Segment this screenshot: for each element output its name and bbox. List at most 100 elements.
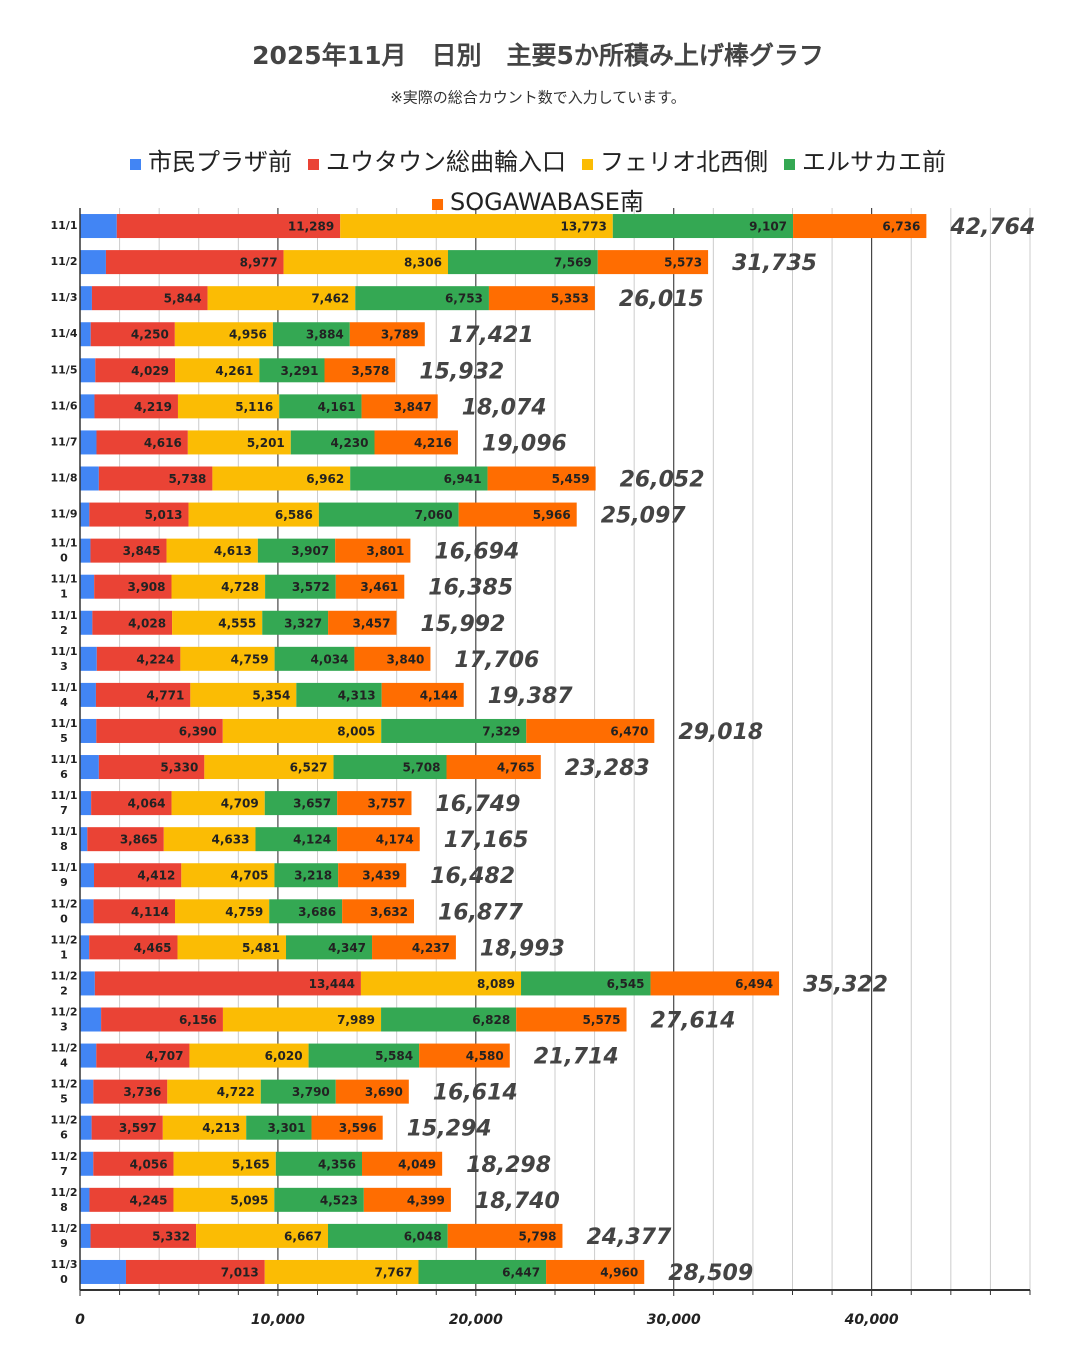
data-label: 4,412 — [137, 869, 175, 883]
bar-segment — [80, 1007, 102, 1032]
data-label: 6,470 — [610, 724, 648, 738]
bar-segment — [80, 1043, 97, 1068]
total-label: 18,298 — [466, 1153, 551, 1178]
legend-label: エルサカエ前 — [802, 148, 946, 176]
y-tick-label: 11/1 2 — [51, 609, 78, 637]
bar-segment — [80, 250, 106, 275]
bar-segment — [90, 538, 167, 563]
bar-segment — [80, 1079, 94, 1104]
bar-segment — [262, 610, 329, 635]
bar-segment — [80, 791, 92, 816]
bar-segment — [89, 935, 178, 960]
y-tick-label: 11/4 — [51, 327, 78, 340]
total-label: 26,052 — [620, 468, 705, 493]
y-tick-label: 11/3 0 — [51, 1258, 78, 1286]
bar-segment — [279, 394, 362, 419]
bar-segment — [92, 610, 173, 635]
data-label: 4,633 — [212, 833, 250, 847]
bar-segment — [80, 502, 90, 527]
total-label: 16,614 — [433, 1081, 518, 1106]
legend-swatch — [582, 159, 593, 170]
data-label: 4,465 — [134, 941, 172, 955]
bar-segment — [80, 1223, 91, 1248]
data-label: 4,034 — [310, 652, 348, 666]
y-tick-label: 11/3 — [51, 291, 78, 304]
bar-segment — [340, 214, 613, 239]
bar-segment — [793, 214, 927, 239]
data-label: 4,237 — [412, 941, 450, 955]
bar-segment — [188, 502, 319, 527]
data-label: 6,494 — [735, 977, 773, 991]
chart-subtitle: ※実際の総合カウント数で入力しています。 — [390, 89, 686, 107]
bar-segment — [338, 863, 407, 888]
bar-segment — [177, 394, 280, 419]
y-tick-label: 11/2 6 — [51, 1114, 78, 1142]
bar-segment — [311, 1115, 383, 1140]
total-label: 18,993 — [480, 936, 565, 961]
chart-title: 2025年11月 日別 主要5か所積み上げ棒グラフ — [252, 41, 824, 70]
bar-segment — [80, 755, 99, 780]
data-label: 4,174 — [376, 833, 414, 847]
data-label: 4,356 — [318, 1157, 356, 1171]
data-label: 4,759 — [231, 652, 269, 666]
bar-segment — [93, 899, 175, 924]
y-tick-label: 11/1 5 — [51, 717, 78, 745]
data-label: 4,219 — [134, 400, 172, 414]
data-label: 4,216 — [414, 436, 452, 450]
bar-segment — [98, 466, 213, 491]
bar-segment — [363, 1187, 451, 1212]
bar-segment — [96, 646, 181, 671]
data-label: 5,708 — [403, 761, 441, 775]
data-label: 8,306 — [404, 256, 442, 270]
total-label: 19,096 — [482, 431, 567, 456]
bar-segment — [612, 214, 794, 239]
y-tick-label: 11/1 8 — [51, 825, 78, 853]
data-label: 3,865 — [120, 833, 158, 847]
bar-segment — [337, 791, 412, 816]
data-label: 4,956 — [229, 328, 267, 342]
data-label: 5,459 — [552, 472, 590, 486]
bar-segment — [181, 863, 275, 888]
bar-segment — [80, 1187, 90, 1212]
data-label: 4,064 — [128, 797, 166, 811]
data-label: 4,728 — [221, 580, 259, 594]
bar-segment — [125, 1259, 265, 1284]
data-label: 7,060 — [415, 508, 453, 522]
total-label: 19,387 — [488, 684, 574, 709]
bar-segment — [96, 718, 223, 743]
data-label: 4,029 — [131, 364, 169, 378]
bar-segment — [318, 502, 459, 527]
data-label: 3,327 — [284, 616, 322, 630]
data-label: 4,523 — [320, 1193, 358, 1207]
bar-segment — [173, 1151, 276, 1176]
bar-segment — [342, 899, 415, 924]
bar-segment — [94, 863, 182, 888]
data-label: 3,757 — [368, 797, 406, 811]
data-label: 5,575 — [583, 1013, 621, 1027]
data-label: 6,736 — [882, 220, 920, 234]
bar-segment — [80, 646, 97, 671]
total-label: 26,015 — [619, 287, 704, 312]
data-label: 5,330 — [160, 761, 198, 775]
data-label: 7,013 — [221, 1265, 259, 1279]
bar-segment — [80, 574, 95, 599]
total-label: 23,283 — [565, 756, 650, 781]
data-label: 8,977 — [240, 256, 278, 270]
y-tick-label: 11/2 5 — [51, 1078, 78, 1106]
data-label: 8,005 — [337, 724, 375, 738]
bar-segment — [187, 430, 291, 455]
data-label: 4,313 — [338, 688, 376, 702]
bar-segment — [526, 718, 655, 743]
data-label: 3,907 — [291, 544, 329, 558]
bar-segment — [177, 935, 287, 960]
bar-segment — [361, 394, 438, 419]
bar-segment — [94, 394, 178, 419]
bar-segment — [171, 791, 265, 816]
total-label: 42,764 — [949, 215, 1035, 240]
y-tick-label: 11/2 1 — [51, 933, 78, 961]
data-label: 8,089 — [477, 977, 515, 991]
y-tick-label: 11/8 — [51, 472, 78, 485]
data-label: 6,753 — [445, 292, 483, 306]
legend-label: フェリオ北西側 — [600, 148, 768, 176]
bar-segment — [274, 1187, 364, 1212]
